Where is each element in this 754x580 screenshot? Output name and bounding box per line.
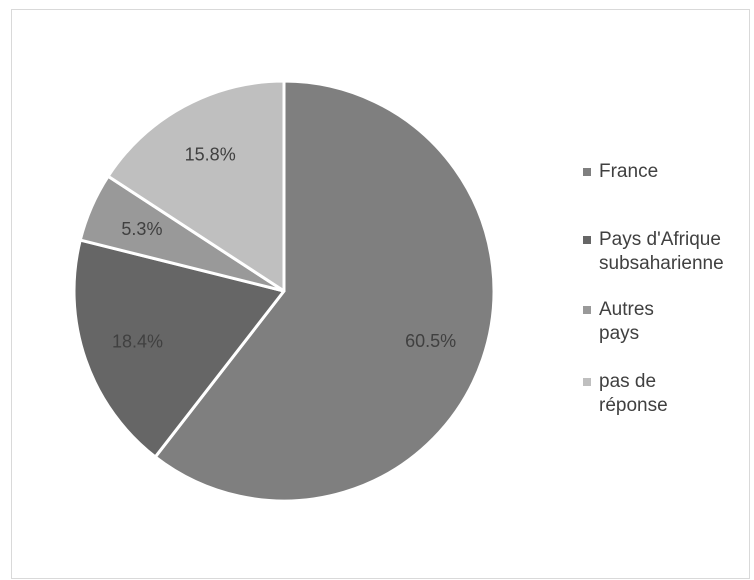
- legend-label-autres: Autres pays: [599, 299, 654, 344]
- legend-swatch-afrique: [583, 236, 591, 244]
- legend-swatch-france: [583, 168, 591, 176]
- legend-item-pas-de-reponse: pas de réponse: [583, 370, 668, 418]
- data-label-france: 60.5%: [405, 331, 456, 351]
- legend-item-afrique: Pays d'Afrique subsaharienne: [583, 228, 724, 276]
- legend-label-afrique: Pays d'Afrique subsaharienne: [599, 229, 724, 274]
- data-label-afrique: 18.4%: [112, 332, 163, 352]
- legend-label-france: France: [599, 161, 659, 182]
- pie-slice-france: [153, 79, 496, 503]
- legend-swatch-autres: [583, 306, 591, 314]
- legend-item-autres: Autres pays: [583, 298, 654, 346]
- legend-swatch-pas-de-reponse: [583, 378, 591, 386]
- pie-slice-afrique: [72, 238, 286, 459]
- pie-chart: 60.5% 18.4% 5.3% 15.8%: [72, 79, 496, 503]
- pie-slice-pas-de-reponse: [106, 79, 286, 293]
- data-label-autres: 5.3%: [121, 219, 162, 239]
- chart-area: 60.5% 18.4% 5.3% 15.8% France Pays d'Afriqu…: [11, 9, 750, 579]
- data-label-pas-de-reponse: 15.8%: [185, 145, 236, 165]
- legend-item-france: France: [583, 160, 658, 184]
- legend-label-pas-de-reponse: pas de réponse: [599, 371, 668, 416]
